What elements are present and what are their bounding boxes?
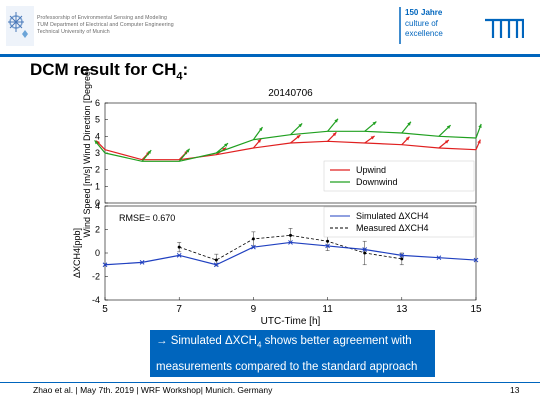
- wind-arrow-head: [370, 136, 375, 140]
- xch4-x-tick-label: 11: [322, 304, 333, 315]
- wind-y-tick-label: 6: [95, 98, 100, 108]
- slide-title-text: DCM result for CH: [30, 60, 177, 79]
- wind-arrow-head: [405, 136, 410, 141]
- xch4-y-tick-label: -2: [92, 272, 100, 282]
- xch4-y-tick-label: 0: [95, 248, 100, 258]
- simulated-point: [473, 257, 479, 263]
- xch4-x-tick-label: 7: [176, 304, 182, 315]
- xch4-x-axis-label: UTC-Time [h]: [261, 316, 321, 327]
- wind-arrow-head: [407, 121, 411, 126]
- wind-arrow-head: [444, 140, 449, 144]
- wind-arrow-head: [224, 143, 228, 147]
- wind-y-tick-label: 4: [95, 131, 100, 141]
- wind-arrow-head: [446, 125, 451, 129]
- measured-point: [289, 233, 292, 237]
- measured-point: [177, 245, 181, 249]
- wind-y-tick-label: 0: [95, 198, 100, 208]
- simulated-point: [436, 255, 442, 261]
- esm-logo-icon: [6, 6, 34, 46]
- wind-arrow-head: [257, 139, 262, 143]
- header-affiliation: Professorship of Environmental Sensing a…: [37, 15, 174, 37]
- xch4-y-axis-label: ΔXCH4[ppb]: [72, 228, 82, 278]
- measured-point: [326, 239, 330, 243]
- wind-arrow-head: [296, 135, 301, 139]
- wind-y-tick-label: 3: [95, 148, 100, 158]
- wind-arrow-head: [147, 150, 152, 155]
- xch4-x-tick-label: 15: [470, 304, 482, 315]
- wind-arrow-head: [94, 140, 99, 145]
- simulated-point: [325, 243, 330, 249]
- slide-title-suffix: :: [182, 60, 189, 79]
- conclusion-callout: → Simulated ΔXCH4 shows better agreement…: [150, 330, 435, 377]
- xch4-x-tick-label: 9: [251, 304, 257, 315]
- callout-line-1-a: → Simulated ΔXCH: [156, 335, 257, 347]
- simulated-point: [362, 247, 368, 252]
- page-number: 13: [510, 385, 520, 395]
- measured-point: [251, 237, 255, 241]
- simulated-point: [288, 240, 293, 245]
- wind-panel: 0 1 2 3 4 5 6 20140706 Wind Speed [m/s] Wind Dir…: [82, 68, 482, 238]
- measured-point: [363, 251, 367, 255]
- callout-line-1-sub: 4: [257, 340, 262, 350]
- wind-y-tick-label: 2: [95, 165, 100, 175]
- slide-title-subscript: 4: [176, 70, 183, 83]
- header-divider: [0, 54, 540, 57]
- header-line-2: TUM Department of Electrical and Compute…: [37, 22, 174, 29]
- footer-citation: Zhao et al. | May 7th. 2019 | WRF Worksh…: [33, 385, 273, 395]
- xch4-x-tick-label: 5: [102, 304, 108, 315]
- wind-legend-label: Downwind: [356, 177, 398, 187]
- simulated-point: [102, 262, 108, 268]
- wind-arrow-head: [185, 148, 190, 153]
- footer-divider: [0, 382, 540, 383]
- xch4-y-tick-label: -4: [92, 295, 100, 305]
- wind-arrow-head: [298, 123, 303, 128]
- simulated-point: [213, 262, 219, 268]
- xch4-x-tick-label: 13: [396, 304, 408, 315]
- wind-arrow-head: [222, 147, 227, 152]
- xch4-y-tick-label: 2: [95, 225, 100, 235]
- xch4-legend-label: Measured ΔXCH4: [356, 223, 429, 233]
- wind-chart-title: 20140706: [268, 88, 313, 99]
- wind-arrow-head: [372, 121, 377, 126]
- wind-y-tick-label: 5: [95, 115, 100, 125]
- xch4-y-tick-label: 4: [95, 201, 100, 211]
- xch4-panel: -4 -2 0 2 4 5 7 9 11 13 15 UTC-Time [h] ΔXCH4[ppb] RM…: [72, 201, 482, 327]
- anniversary-word: Jahre: [421, 8, 443, 17]
- header-line-3: Technical University of Munich: [37, 29, 110, 36]
- wind-arrow-head: [477, 139, 481, 144]
- anniversary-line-1: culture of: [405, 19, 439, 28]
- wind-arrow-head: [478, 124, 482, 128]
- simulated-point: [399, 252, 405, 258]
- xch4-legend-label: Simulated ΔXCH4: [356, 211, 429, 221]
- callout-line-1: → Simulated ΔXCH4 shows better agreement…: [156, 330, 435, 356]
- measured-point: [214, 258, 218, 262]
- callout-line-2: measurements compared to the standard ap…: [156, 361, 418, 374]
- wind-arrow-head: [332, 132, 337, 137]
- simulated-point: [251, 244, 256, 250]
- simulated-point: [139, 260, 145, 265]
- simulated-point: [176, 252, 182, 258]
- wind-arrow-head: [334, 118, 338, 123]
- callout-line-1-b: shows better agreement with: [261, 335, 412, 347]
- wind-arrow-head: [258, 127, 263, 132]
- header-line-1: Professorship of Environmental Sensing a…: [37, 15, 167, 21]
- tum-logo: [485, 18, 524, 38]
- slide-title: DCM result for CH4:: [30, 60, 188, 82]
- anniversary-line-2: excellence: [405, 29, 443, 38]
- wind-y-tick-label: 1: [95, 181, 100, 191]
- xch4-legend-box: [323, 206, 475, 238]
- measured-point: [400, 257, 404, 261]
- wind-legend-label: Upwind: [356, 165, 386, 175]
- wind-legend-box: [323, 160, 475, 192]
- anniversary-logo: 150 Jahre culture of excellence: [399, 7, 443, 44]
- xch4-rmse-annotation: RMSE= 0.670: [119, 213, 175, 223]
- wind-y-axis-label: Wind Speed [m/s] Wind Direction [Degree]: [82, 68, 92, 237]
- anniversary-number: 150: [405, 8, 419, 17]
